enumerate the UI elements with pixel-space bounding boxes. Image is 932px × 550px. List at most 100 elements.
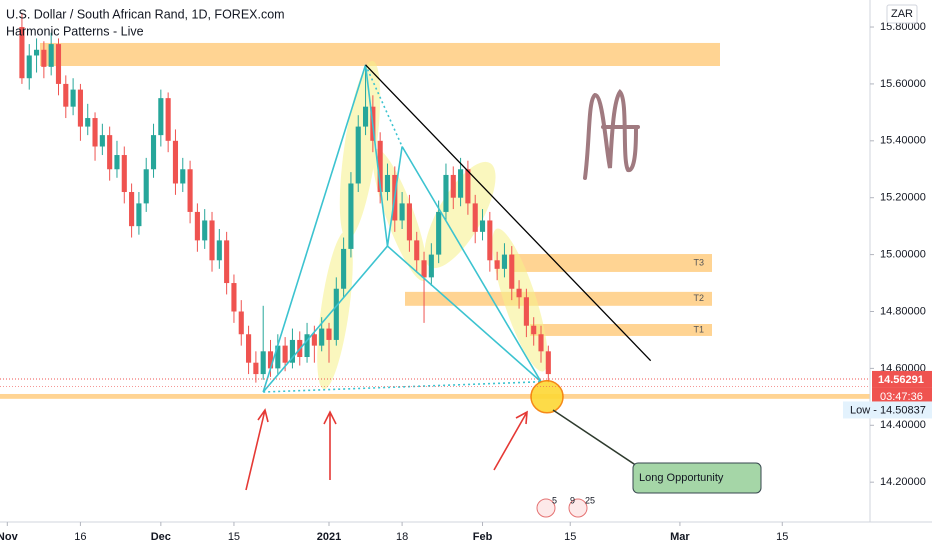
callout-pointer	[552, 409, 641, 469]
candle-body	[399, 203, 405, 221]
callout-box	[632, 462, 762, 494]
candle-body	[136, 203, 142, 227]
pattern-leg	[262, 245, 389, 393]
countdown-box	[872, 387, 932, 405]
candle-body	[545, 351, 551, 375]
candle-body	[509, 254, 515, 289]
pattern-leg	[386, 146, 403, 247]
y-tick-label: 15.60000	[880, 78, 926, 90]
zone	[510, 254, 712, 272]
arrow	[245, 408, 269, 491]
x-tick-label: 16	[74, 531, 86, 543]
y-tick-label: 15.20000	[880, 192, 926, 204]
candle-body	[487, 220, 493, 261]
candle-body	[55, 44, 62, 84]
zone	[0, 393, 870, 399]
candle-body	[121, 155, 127, 193]
target-circle	[530, 380, 564, 414]
candle-body	[129, 192, 135, 227]
candle-body	[253, 362, 259, 375]
x-tick-label: 18	[396, 531, 408, 543]
candle-body	[501, 254, 508, 269]
candle-body	[246, 334, 252, 363]
pattern-leg	[401, 146, 542, 383]
candle-body	[260, 351, 266, 375]
x-tick-label: Mar	[670, 531, 690, 543]
event-label: 5	[552, 495, 557, 505]
arrow	[493, 410, 528, 471]
candle-body	[26, 55, 32, 79]
candle-body	[114, 155, 120, 170]
candle-body	[158, 98, 164, 136]
candle-body	[107, 135, 113, 170]
candle-body	[19, 27, 25, 79]
candle-body	[275, 345, 281, 369]
candle-body	[472, 203, 478, 232]
arrows	[245, 408, 528, 491]
zone	[40, 42, 720, 66]
x-tick-label: Nov	[0, 531, 19, 543]
candle-body	[33, 49, 40, 56]
x-tick-label: 15	[228, 531, 240, 543]
candle-body	[465, 169, 471, 204]
y-tick-label: 14.80000	[880, 305, 926, 317]
candle-body	[180, 169, 186, 184]
candle-body	[216, 240, 222, 261]
candle-body	[428, 254, 434, 278]
candle-body	[414, 240, 420, 261]
candle-body	[458, 169, 464, 198]
candles	[19, 12, 551, 383]
candle-body	[531, 325, 537, 335]
candle-body	[282, 345, 288, 363]
zone-label: T1	[693, 324, 704, 334]
arrow	[323, 410, 337, 480]
event-label: 9	[570, 495, 575, 505]
candle-body	[85, 118, 91, 127]
y-tick-label: 14.20000	[880, 476, 926, 488]
candle-body	[311, 334, 317, 346]
x-tick-label: 15	[564, 531, 576, 543]
candle-body	[436, 211, 442, 255]
price-label-box	[872, 370, 932, 388]
candle-body	[231, 283, 237, 312]
zone-label: T3	[693, 257, 704, 267]
candle-body	[150, 135, 157, 170]
freehand-drawing	[583, 88, 640, 180]
candle-body	[450, 174, 456, 198]
candle-body	[165, 98, 171, 141]
candle-body	[348, 183, 354, 249]
candle-body	[319, 328, 325, 346]
candle-body	[267, 351, 274, 369]
event-icons: 5 9 25	[536, 495, 595, 518]
x-tick-label: Dec	[151, 531, 171, 543]
candle-body	[202, 220, 208, 241]
candle-body	[341, 248, 347, 289]
candle-body	[377, 140, 383, 193]
candle-body	[194, 211, 200, 241]
indicator-name: Harmonic Patterns - Live	[6, 24, 144, 38]
trend-line	[365, 64, 652, 362]
candle-body	[187, 169, 193, 212]
drawings	[0, 64, 870, 414]
x-tick-label: 15	[776, 531, 788, 543]
candle-body	[224, 240, 230, 284]
price-label: 14.56291	[878, 374, 924, 386]
currency[interactable]: ZAR	[891, 8, 913, 20]
candle-body	[172, 140, 179, 184]
candle-body	[77, 89, 83, 127]
pattern-base	[263, 380, 542, 393]
candle-body	[355, 126, 361, 184]
zone-label: T2	[693, 293, 704, 303]
currency-box[interactable]	[886, 4, 918, 24]
y-tick-label: 15.40000	[880, 135, 926, 147]
candle-body	[538, 334, 544, 352]
candle-body	[494, 260, 500, 269]
candle-body	[209, 220, 215, 261]
candle-body	[70, 89, 76, 107]
x-tick-label: 2021	[317, 531, 341, 543]
candle-body	[516, 288, 522, 298]
candle-body	[41, 49, 47, 67]
